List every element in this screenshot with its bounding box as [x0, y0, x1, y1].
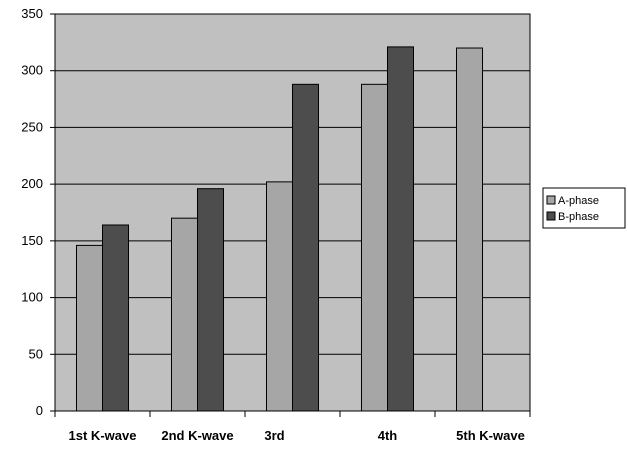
y-tick-label: 350 — [21, 6, 43, 21]
x-tick-label: 1st K-wave — [69, 428, 137, 443]
legend: A-phase B-phase — [542, 187, 626, 229]
legend-swatch-a-phase — [546, 195, 556, 205]
y-tick-label: 50 — [29, 346, 43, 361]
y-tick-label: 150 — [21, 233, 43, 248]
y-tick-label: 0 — [36, 403, 43, 418]
y-axis: 0 50 100 150 200 250 300 350 — [21, 6, 55, 418]
legend-box — [542, 187, 626, 229]
bars — [76, 46, 483, 412]
x-tick-label: 2nd K-wave — [161, 428, 233, 443]
legend-swatch-b-phase — [546, 211, 556, 221]
y-tick-label: 200 — [21, 176, 43, 191]
legend-label-a-phase: A-phase — [558, 195, 599, 207]
bar-a-phase — [266, 181, 293, 412]
bar-a-phase — [76, 244, 103, 412]
bar-a-phase — [171, 217, 198, 412]
bar-a-phase — [361, 83, 388, 412]
x-tick-label: 3rd — [264, 428, 284, 443]
bar-b-phase — [292, 83, 319, 412]
x-tick-label: 5th K-wave — [456, 428, 525, 443]
legend-label-b-phase: B-phase — [558, 211, 599, 223]
bar-b-phase — [387, 46, 414, 412]
x-tick-label: 4th — [378, 428, 398, 443]
bar-b-phase — [102, 224, 129, 412]
y-tick-label: 250 — [21, 119, 43, 134]
y-tick-label: 100 — [21, 290, 43, 305]
x-axis: 1st K-wave 2nd K-wave 3rd 4th 5th K-wave — [54, 411, 531, 443]
bar-a-phase — [456, 47, 483, 412]
bar-b-phase — [197, 188, 224, 412]
y-tick-label: 300 — [21, 63, 43, 78]
